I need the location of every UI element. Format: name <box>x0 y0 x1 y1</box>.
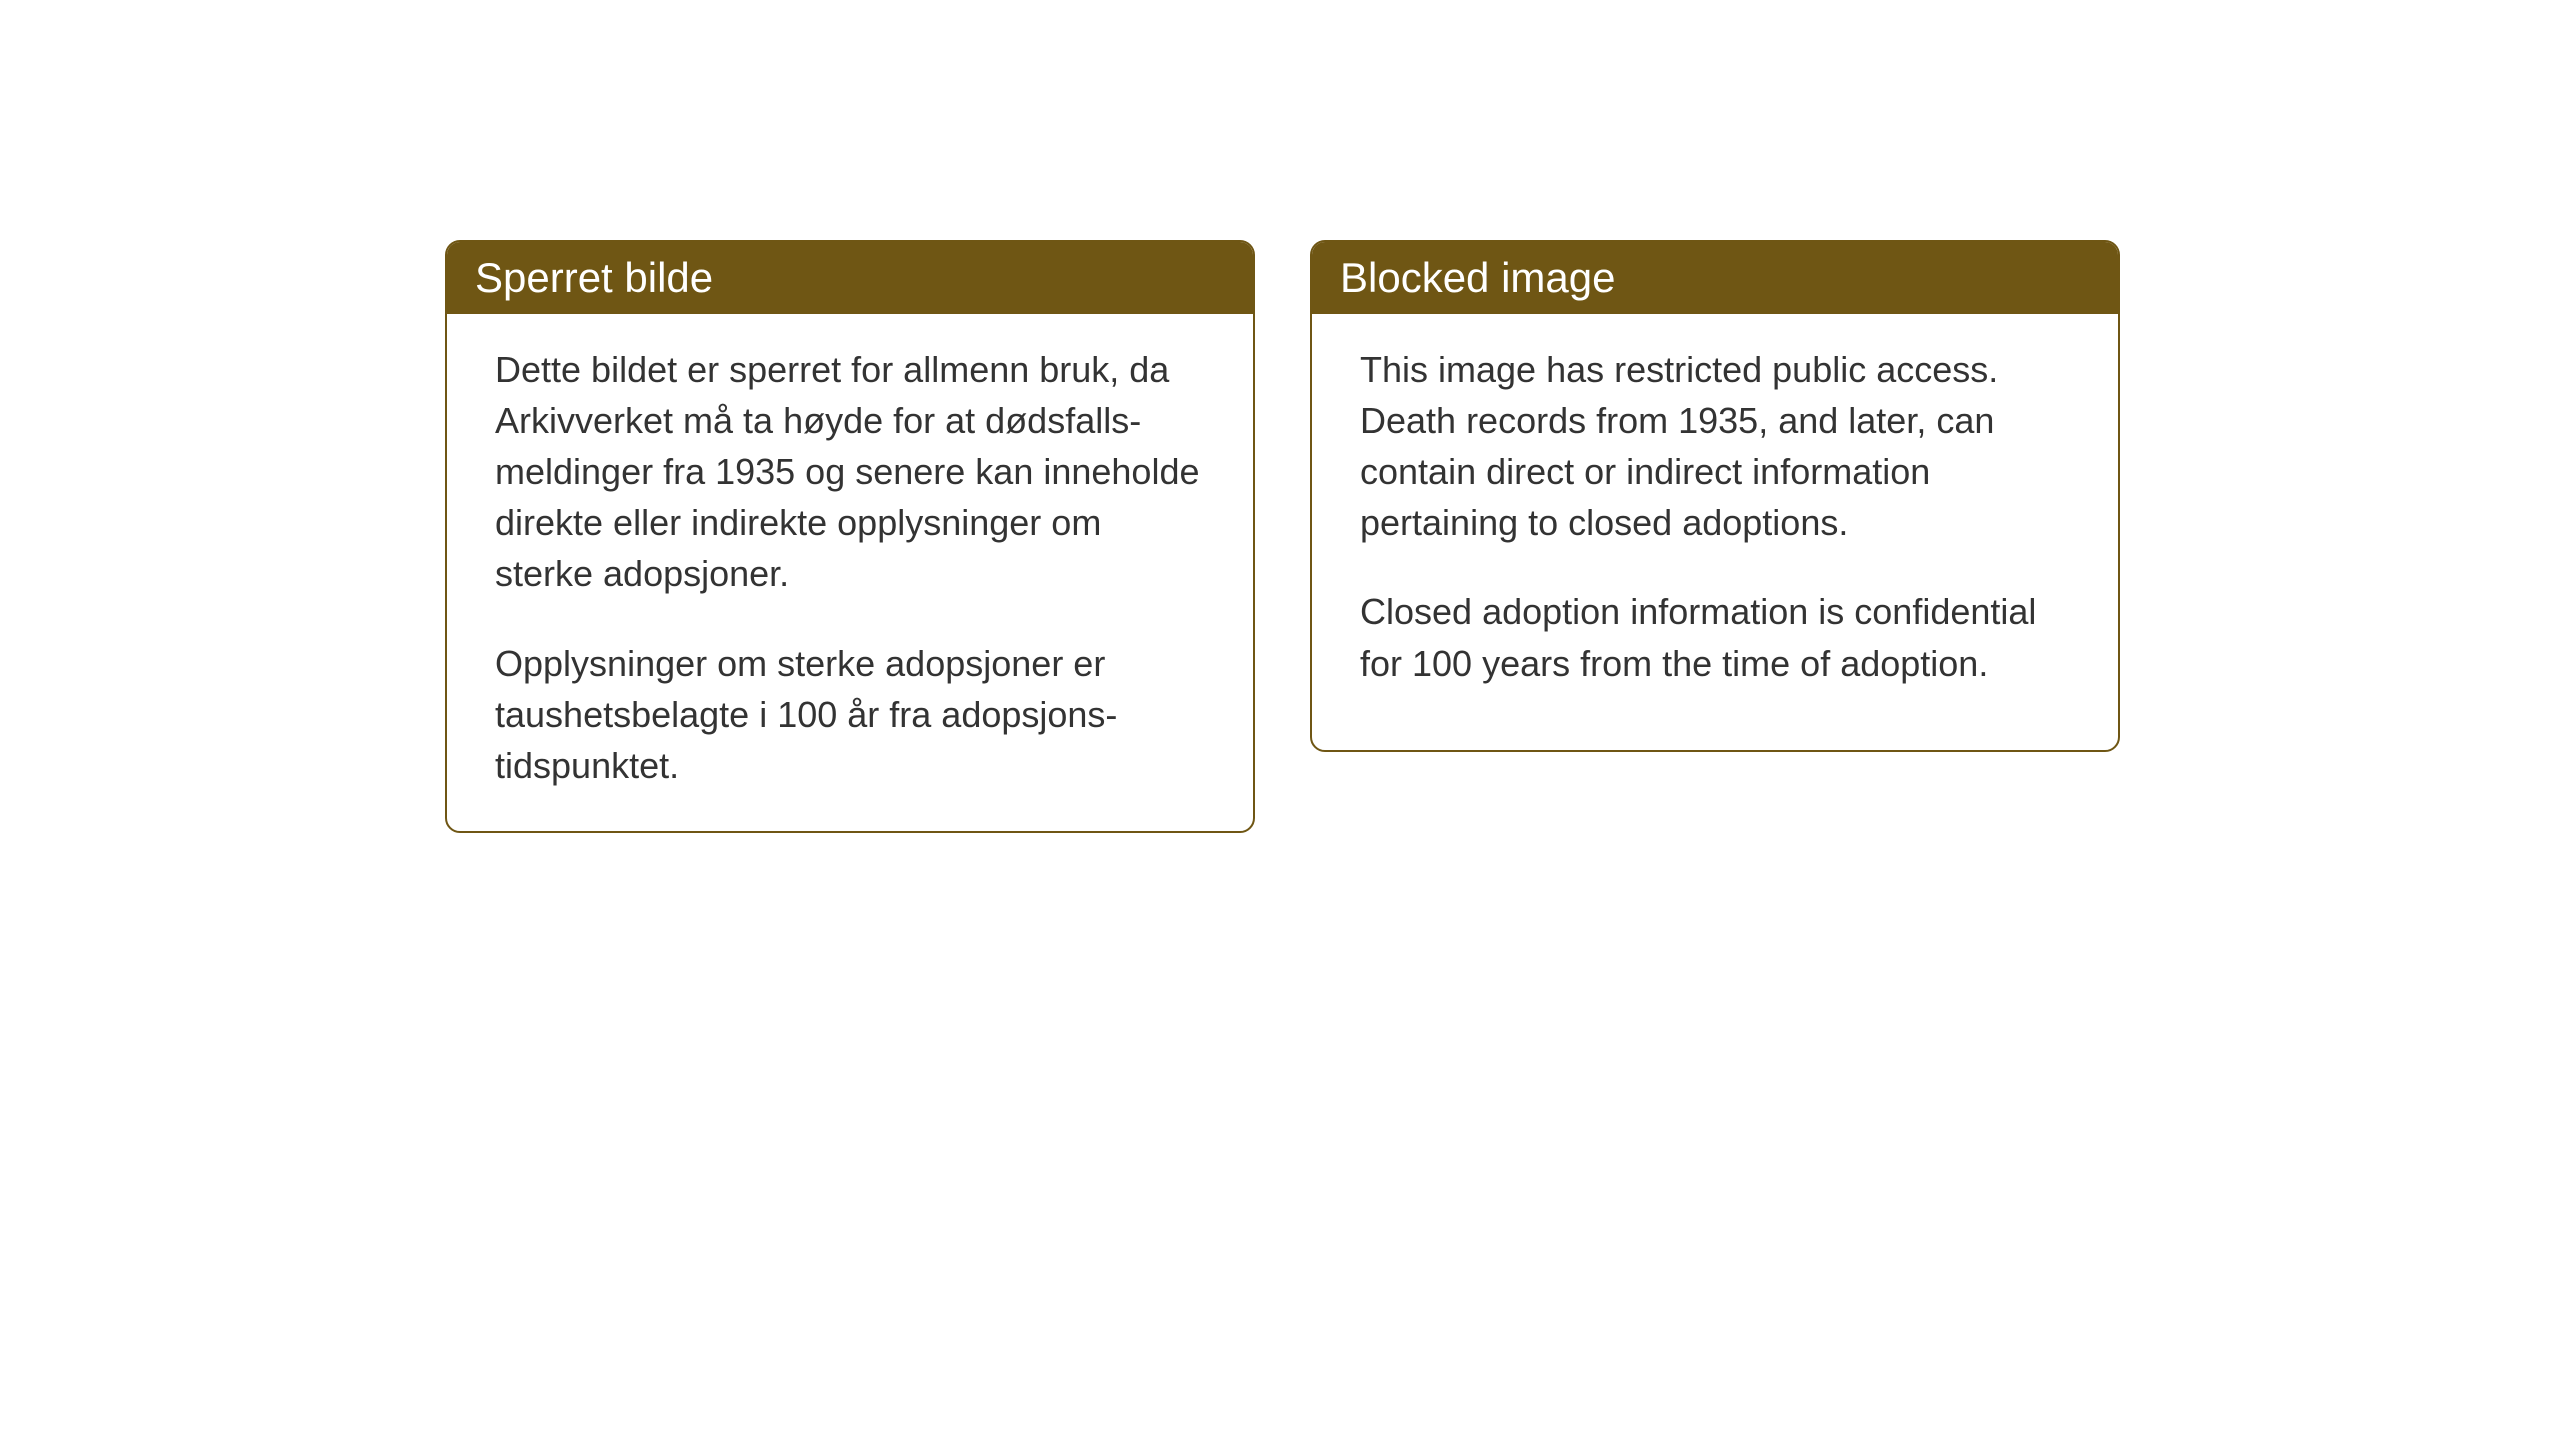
english-paragraph-1: This image has restricted public access.… <box>1360 344 2070 548</box>
english-notice-card: Blocked image This image has restricted … <box>1310 240 2120 752</box>
notice-cards-container: Sperret bilde Dette bildet er sperret fo… <box>445 240 2120 833</box>
english-paragraph-2: Closed adoption information is confident… <box>1360 586 2070 688</box>
norwegian-card-body: Dette bildet er sperret for allmenn bruk… <box>447 314 1253 831</box>
norwegian-paragraph-2: Opplysninger om sterke adopsjoner er tau… <box>495 638 1205 791</box>
norwegian-paragraph-1: Dette bildet er sperret for allmenn bruk… <box>495 344 1205 600</box>
english-card-body: This image has restricted public access.… <box>1312 314 2118 729</box>
english-card-title: Blocked image <box>1312 242 2118 314</box>
norwegian-card-title: Sperret bilde <box>447 242 1253 314</box>
norwegian-notice-card: Sperret bilde Dette bildet er sperret fo… <box>445 240 1255 833</box>
